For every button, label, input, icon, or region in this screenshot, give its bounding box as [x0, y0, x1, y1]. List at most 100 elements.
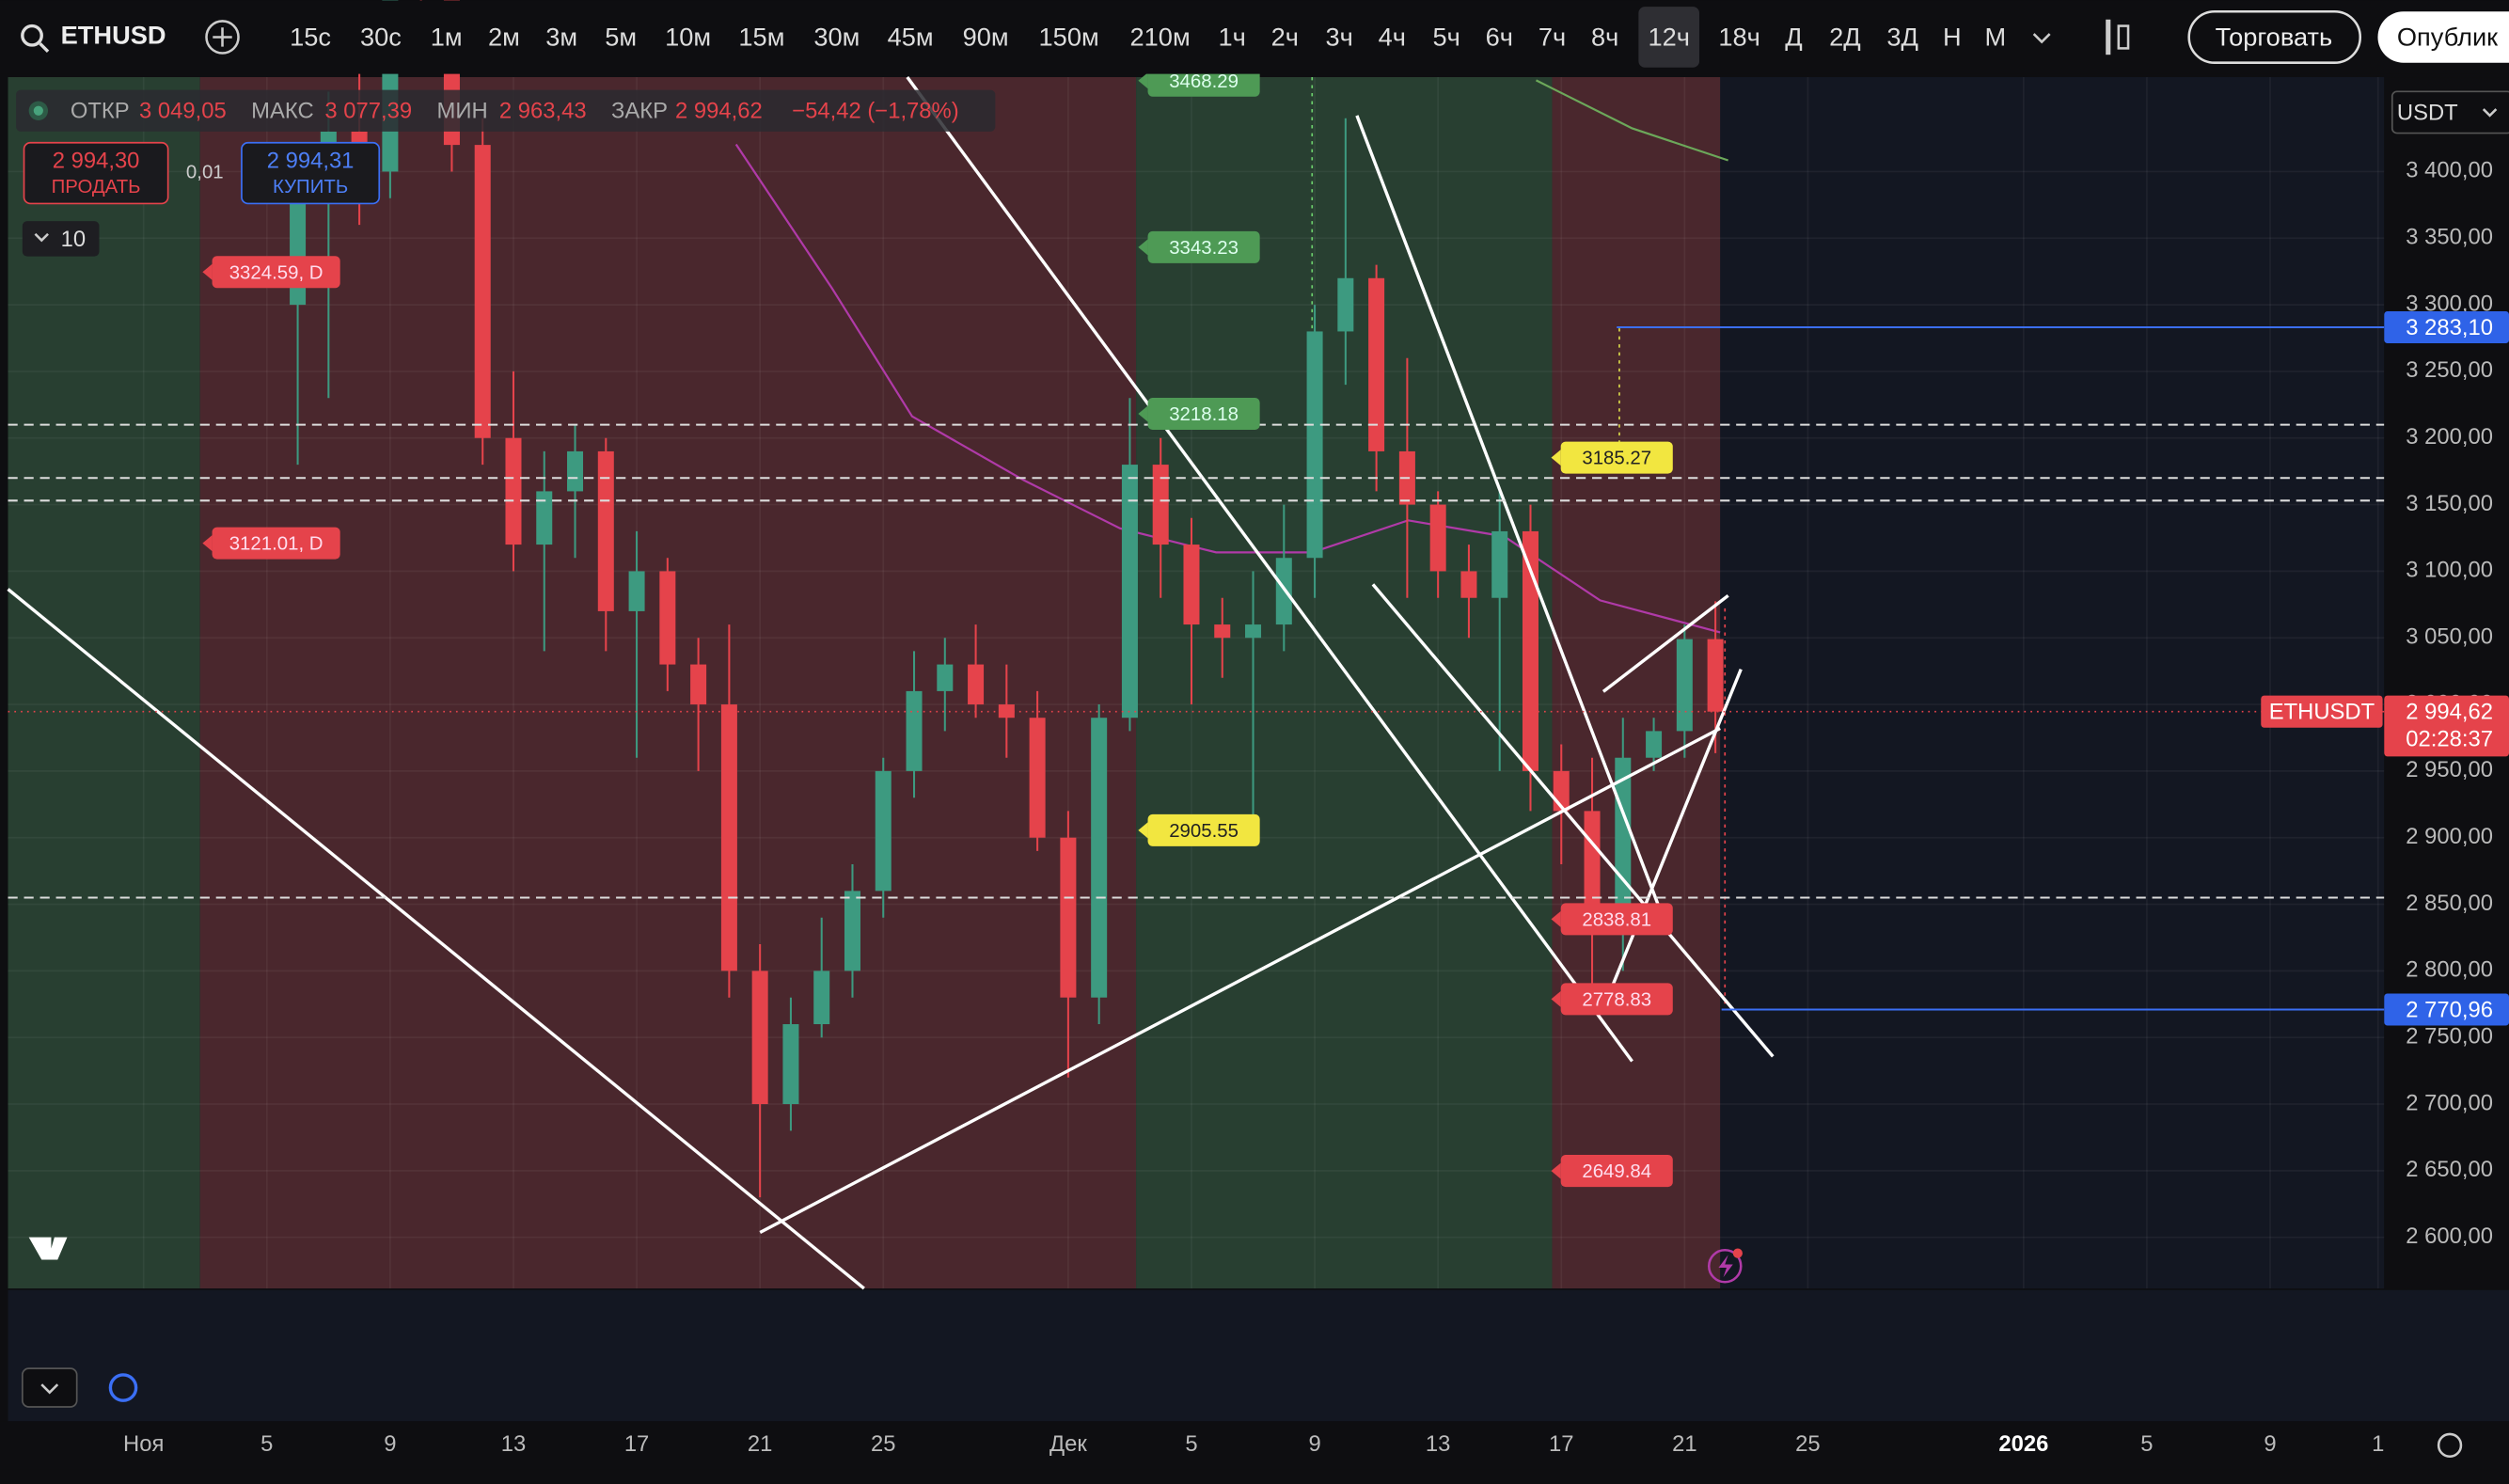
candle-body: [474, 145, 491, 438]
interval[interactable]: 4ч: [1379, 22, 1406, 51]
x-tick-label: 9: [384, 1431, 396, 1457]
trendline: [1355, 115, 1666, 922]
interval[interactable]: 3м: [545, 22, 577, 51]
x-tick-label: 5: [2140, 1431, 2153, 1457]
badge: [1732, 1248, 1743, 1258]
interval[interactable]: 210м: [1130, 22, 1191, 51]
legend-change: −54,42 (−1,78%): [792, 99, 958, 124]
y-tick-label: 2 600,00: [2406, 1224, 2493, 1249]
publish-button[interactable]: [2377, 11, 2509, 63]
interval[interactable]: Д: [1785, 22, 1802, 51]
annotation-box: [1560, 441, 1673, 474]
annotation-box: [1560, 1155, 1673, 1188]
interval[interactable]: 5ч: [1433, 22, 1460, 51]
currency: USDT: [2397, 100, 2458, 125]
x-tick-label: Ноя: [123, 1431, 164, 1457]
interval[interactable]: Н: [1943, 22, 1962, 51]
trade-label: Торговать: [2216, 22, 2333, 51]
interval[interactable]: 90м: [963, 22, 1009, 51]
y-tick-label: 2 650,00: [2406, 1157, 2493, 1182]
indicators-toggle[interactable]: [22, 221, 100, 257]
interval[interactable]: 12ч: [1648, 22, 1689, 51]
buy-button[interactable]: [241, 141, 381, 205]
active-interval: [1638, 7, 1700, 68]
interval[interactable]: 18ч: [1718, 22, 1759, 51]
interval[interactable]: 15с: [290, 22, 331, 51]
moving-average: [1535, 79, 1729, 162]
candle-body: [1121, 465, 1138, 718]
interval[interactable]: 7ч: [1539, 22, 1566, 51]
x-tick-label: 25: [1795, 1431, 1821, 1457]
y-tick-label: 2 750,00: [2406, 1023, 2493, 1049]
candle-body: [1245, 624, 1262, 639]
interval[interactable]: 150м: [1039, 22, 1099, 51]
interval[interactable]: 8ч: [1591, 22, 1618, 51]
annotation-pointer: [1551, 990, 1561, 1007]
collapse-button[interactable]: [21, 1367, 78, 1408]
add-symbol[interactable]: [205, 20, 240, 55]
y-tick-label: 3 050,00: [2406, 624, 2493, 650]
candle-body: [536, 491, 553, 545]
interval[interactable]: 2Д: [1829, 22, 1861, 51]
legend-value: 2 994,62: [675, 99, 763, 124]
interval[interactable]: 2м: [488, 22, 520, 51]
interval[interactable]: 1ч: [1219, 22, 1246, 51]
y-tick-label: 2 950,00: [2406, 757, 2493, 782]
candle-body: [1214, 624, 1231, 639]
interval[interactable]: М: [1984, 22, 2006, 51]
settings-icon[interactable]: [2437, 1432, 2463, 1459]
last-price-tag: [2384, 695, 2509, 757]
trendline: [1602, 668, 1743, 1009]
y-tick-label: 2 800,00: [2406, 957, 2493, 983]
annotation-pointer: [1551, 1162, 1561, 1179]
interval[interactable]: 5м: [605, 22, 637, 51]
annotation-label: 3324.59, D: [229, 262, 323, 283]
publish-label: Опублик: [2397, 22, 2499, 51]
interval[interactable]: 15м: [738, 22, 784, 51]
candle-body: [875, 770, 892, 892]
x-tick-label: 5: [1185, 1431, 1197, 1457]
candle-body: [1491, 530, 1508, 598]
indicators-count: 10: [61, 227, 86, 252]
price-tag: [2384, 993, 2509, 1026]
trendline: [906, 76, 1633, 1063]
interval[interactable]: 1м: [431, 22, 463, 51]
interval[interactable]: 45м: [888, 22, 934, 51]
annotation-label: 2905.55: [1169, 821, 1239, 842]
annotation-pointer: [202, 263, 213, 280]
annotation-box: [212, 527, 340, 560]
annotation-pointer: [1551, 450, 1561, 466]
lightning-icon[interactable]: [1707, 1248, 1743, 1284]
trade-button[interactable]: [2187, 9, 2362, 64]
x-ticks: Ноя 5 9 13 17 21 25 Дек 5 9 13 17 21 25 2026 5 9 1: [123, 1431, 2384, 1457]
sell-button[interactable]: [23, 141, 169, 205]
candle-body: [567, 450, 584, 492]
annotation-pointer: [1138, 72, 1148, 89]
legend-value: 3 049,05: [139, 99, 227, 124]
interval[interactable]: 3Д: [1886, 22, 1918, 51]
currency-select[interactable]: [2391, 90, 2509, 134]
search-icon: [39, 42, 50, 53]
interval[interactable]: 3ч: [1326, 22, 1353, 51]
legend: ОТКР 3 049,05 МАКС 3 077,39 МИН 2 963,43…: [16, 89, 996, 257]
interval[interactable]: 10м: [665, 22, 711, 51]
annotation-label: 3218.18: [1169, 404, 1239, 425]
candle-body: [813, 971, 830, 1025]
countdown: 02:28:37: [2406, 727, 2493, 752]
symbol[interactable]: ETHUSD: [61, 21, 166, 50]
annotation-label: 3121.01, D: [229, 534, 323, 555]
more-intervals[interactable]: [2032, 33, 2051, 44]
chevron: [34, 232, 49, 243]
candle-body: [1676, 639, 1693, 732]
interval[interactable]: 30м: [813, 22, 860, 51]
interval[interactable]: 30с: [360, 22, 402, 51]
chart-type-icon[interactable]: [2106, 19, 2111, 55]
refresh-icon[interactable]: [108, 1373, 138, 1402]
interval[interactable]: 6ч: [1486, 22, 1513, 51]
annotation-box: [1147, 813, 1260, 846]
x-tick-label: 25: [871, 1431, 896, 1457]
price-axis-bg: [2384, 77, 2509, 1289]
search-icon[interactable]: [21, 24, 43, 47]
y-tick-label: 3 400,00: [2406, 158, 2493, 183]
interval[interactable]: 2ч: [1271, 22, 1299, 51]
